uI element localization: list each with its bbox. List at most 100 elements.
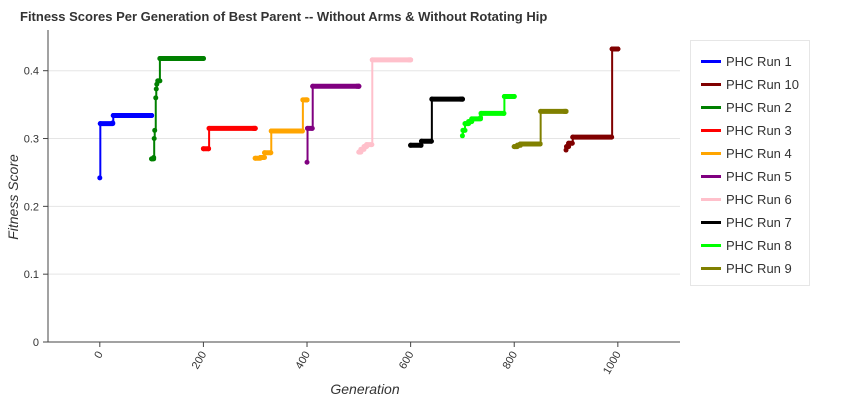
legend-item: PHC Run 10 [701, 74, 799, 94]
legend-label: PHC Run 4 [726, 145, 792, 161]
data-point [206, 125, 212, 131]
x-tick-label: 400 [293, 349, 313, 371]
data-point [268, 128, 274, 134]
data-point [478, 114, 484, 120]
series-line [151, 57, 204, 160]
data-point [609, 46, 615, 52]
data-point [299, 128, 305, 134]
data-point [200, 146, 206, 152]
y-tick-label: 0.2 [24, 201, 39, 213]
data-point [537, 141, 543, 147]
series-phc-run-8 [459, 93, 517, 139]
data-point [538, 108, 544, 114]
chart-title: Fitness Scores Per Generation of Best Pa… [20, 9, 548, 24]
legend-item: PHC Run 1 [701, 51, 792, 71]
legend-label: PHC Run 10 [726, 76, 799, 92]
legend-swatch [701, 266, 721, 270]
data-point [459, 96, 465, 102]
legend-swatch [701, 174, 721, 178]
y-tick-label: 0.4 [24, 66, 39, 78]
data-point [262, 150, 268, 156]
data-point [149, 112, 155, 118]
data-point [501, 110, 507, 116]
data-point [369, 57, 375, 63]
data-point [310, 83, 316, 89]
data-point [511, 93, 517, 99]
data-point [419, 138, 425, 144]
legend-swatch [701, 82, 721, 86]
data-point [152, 127, 158, 133]
data-point [428, 138, 434, 144]
legend-label: PHC Run 1 [726, 53, 792, 69]
legend-swatch [701, 220, 721, 224]
series-line [514, 110, 567, 148]
data-point [110, 120, 116, 126]
data-point [97, 121, 103, 127]
data-point [460, 127, 466, 133]
legend-item: PHC Run 3 [701, 120, 792, 140]
legend-label: PHC Run 3 [726, 122, 792, 138]
x-axis-label: Generation [330, 381, 399, 397]
series-phc-run-3 [200, 125, 258, 152]
data-point [501, 93, 507, 99]
series-phc-run-2 [149, 55, 206, 162]
data-point [429, 96, 435, 102]
series-line [306, 85, 359, 164]
data-point [300, 97, 306, 103]
x-tick-label: 1000 [601, 349, 624, 376]
data-point [609, 134, 615, 140]
x-tick-label: 800 [501, 349, 521, 371]
y-tick-label: 0.3 [24, 134, 39, 146]
data-point [206, 146, 212, 152]
data-point [478, 110, 484, 116]
data-point [257, 155, 263, 161]
legend-item: PHC Run 7 [701, 212, 792, 232]
y-tick-label: 0.1 [24, 269, 39, 281]
x-tick-label: 200 [190, 349, 210, 371]
data-point [469, 116, 475, 122]
data-point [369, 142, 375, 148]
data-point [268, 150, 274, 156]
series-phc-run-1 [97, 112, 155, 181]
data-point [563, 108, 569, 114]
data-point [151, 136, 157, 142]
legend-label: PHC Run 9 [726, 260, 792, 276]
data-point [364, 142, 370, 148]
data-point [309, 125, 315, 131]
x-tick-label: 600 [397, 349, 417, 371]
data-point [305, 125, 311, 131]
legend-item: PHC Run 2 [701, 97, 792, 117]
data-point [408, 142, 414, 148]
series-phc-run-9 [511, 108, 569, 150]
legend-swatch [701, 128, 721, 132]
data-point [408, 57, 414, 63]
data-point [200, 55, 206, 61]
legend-item: PHC Run 8 [701, 235, 792, 255]
data-point [157, 55, 163, 61]
legend-label: PHC Run 5 [726, 168, 792, 184]
series-line [461, 95, 515, 137]
legend-label: PHC Run 2 [726, 99, 792, 115]
legend-item: PHC Run 9 [701, 258, 792, 278]
legend-swatch [701, 59, 721, 63]
data-point [615, 46, 621, 52]
data-point [418, 142, 424, 148]
legend-swatch [701, 105, 721, 109]
grid-lines [48, 70, 680, 275]
legend-label: PHC Run 7 [726, 214, 792, 230]
legend-label: PHC Run 6 [726, 191, 792, 207]
data-point [110, 112, 116, 118]
series-phc-run-6 [356, 57, 414, 155]
data-point [252, 155, 258, 161]
legend-label: PHC Run 8 [726, 237, 792, 253]
axes: 0 0.1 0.2 0.3 0.4 0 200 400 600 800 1000 [24, 30, 680, 377]
data-point [356, 83, 362, 89]
data-point [97, 175, 103, 181]
data-point [155, 78, 161, 84]
x-tick-label: 0 [92, 349, 105, 360]
series-phc-run-7 [408, 96, 465, 148]
data-point [570, 134, 576, 140]
data-point [459, 133, 465, 139]
data-point [151, 155, 157, 161]
data-point [462, 121, 468, 127]
